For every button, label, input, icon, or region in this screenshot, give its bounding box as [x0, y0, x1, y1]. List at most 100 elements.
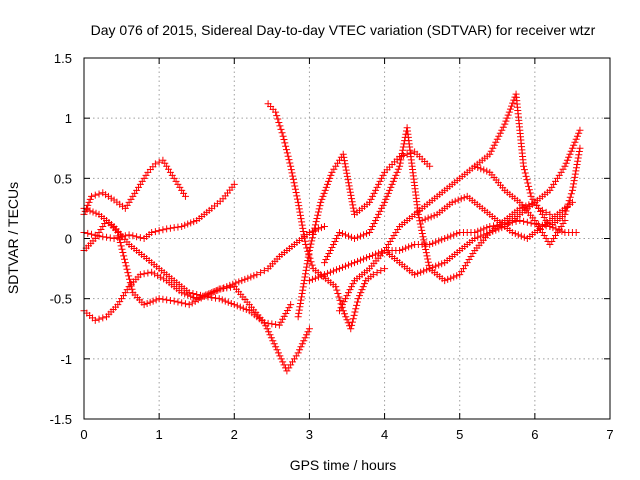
- data-point: [548, 238, 556, 246]
- data-point: [340, 157, 348, 165]
- data-point: [366, 198, 374, 206]
- data-point: [393, 168, 401, 176]
- data-point: [129, 192, 137, 200]
- data-point: [279, 132, 287, 140]
- data-point: [383, 192, 391, 200]
- data-point: [341, 231, 349, 239]
- y-tick-labels: -1.5 -1 -0.5 0 0.5 1 1.5: [50, 51, 72, 427]
- data-point: [506, 105, 514, 113]
- series-arc1: [80, 156, 189, 218]
- data-point: [215, 285, 223, 293]
- data-point: [293, 192, 301, 200]
- data-point: [328, 244, 336, 252]
- data-point: [356, 292, 364, 300]
- data-point: [451, 197, 459, 205]
- data-point: [313, 214, 321, 222]
- data-point: [151, 228, 159, 236]
- data-point: [129, 232, 137, 240]
- data-point: [329, 267, 337, 275]
- data-point: [420, 236, 428, 244]
- data-point: [86, 207, 94, 215]
- data-point: [335, 307, 343, 315]
- grid-lines: [84, 58, 610, 419]
- data-point: [429, 239, 437, 247]
- data-point: [542, 208, 550, 216]
- data-point: [402, 244, 410, 252]
- data-point: [351, 235, 359, 242]
- data-point: [457, 195, 465, 203]
- data-point: [552, 231, 560, 239]
- data-point: [119, 292, 127, 300]
- data-point: [326, 247, 334, 255]
- data-point: [477, 232, 485, 240]
- data-point: [426, 241, 434, 249]
- data-point: [285, 364, 293, 372]
- data-point: [338, 230, 346, 238]
- data-point: [341, 262, 349, 270]
- data-point: [133, 186, 141, 194]
- data-point: [321, 186, 329, 194]
- data-point: [136, 234, 144, 242]
- data-point: [354, 233, 362, 241]
- data-point: [397, 153, 405, 161]
- data-point: [140, 270, 148, 278]
- data-point: [286, 159, 294, 167]
- data-point: [447, 274, 455, 282]
- data-point: [159, 226, 167, 234]
- data-point: [343, 292, 351, 300]
- data-point: [516, 216, 524, 224]
- data-point: [528, 200, 536, 208]
- data-point: [504, 111, 512, 119]
- data-point: [426, 162, 434, 170]
- data-point: [84, 201, 92, 209]
- data-point: [301, 334, 309, 342]
- data-point: [126, 279, 134, 287]
- data-point: [521, 169, 529, 177]
- x-tick-label: 7: [606, 427, 613, 442]
- x-tick-label: 3: [306, 427, 313, 442]
- data-point: [296, 346, 304, 354]
- data-point: [341, 295, 349, 303]
- data-point: [520, 162, 528, 170]
- data-point: [419, 233, 427, 241]
- data-point: [241, 275, 249, 283]
- data-point: [399, 245, 407, 253]
- x-tick-labels: 0 1 2 3 4 5 6 7: [80, 427, 613, 442]
- data-point: [520, 233, 528, 241]
- data-point: [184, 220, 192, 228]
- data-point: [411, 271, 419, 279]
- data-point: [334, 231, 342, 239]
- data-point: [154, 272, 162, 280]
- data-point: [477, 226, 485, 234]
- data-point: [194, 296, 202, 304]
- data-point: [159, 156, 167, 164]
- series-arc9: [320, 124, 584, 273]
- data-point: [260, 267, 268, 275]
- data-point: [424, 255, 432, 263]
- data-point: [369, 251, 377, 259]
- data-point: [525, 182, 533, 190]
- data-point: [274, 349, 282, 357]
- data-point: [467, 253, 475, 261]
- data-point: [376, 177, 384, 185]
- data-point: [124, 269, 132, 277]
- data-point: [218, 296, 226, 304]
- data-point: [435, 261, 443, 269]
- data-point: [277, 318, 285, 326]
- data-point: [311, 274, 319, 282]
- data-point: [520, 166, 528, 174]
- series-arc12: [418, 192, 576, 242]
- data-point: [181, 300, 189, 308]
- data-point: [486, 222, 494, 230]
- data-point: [450, 273, 458, 281]
- data-point: [125, 272, 133, 280]
- data-point: [116, 298, 124, 306]
- data-point: [233, 302, 241, 310]
- data-point: [376, 207, 384, 215]
- data-point: [298, 293, 306, 301]
- data-point: [294, 349, 302, 357]
- data-point: [363, 230, 371, 238]
- data-point: [305, 325, 313, 333]
- data-point: [330, 165, 338, 173]
- data-point: [115, 232, 123, 240]
